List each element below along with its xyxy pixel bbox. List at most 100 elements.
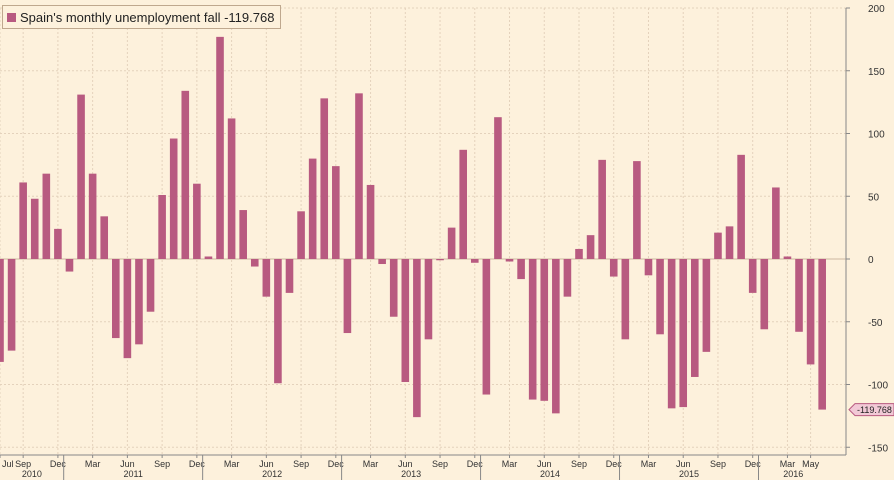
bar [482,259,491,395]
x-month-label: Sep [432,459,448,469]
bar [227,118,236,259]
x-month-label: Dec [189,459,206,469]
bar [193,183,201,259]
x-month-label: Jun [120,459,135,469]
bar [65,259,74,272]
y-tick-label: 50 [868,192,880,203]
bar [575,248,583,259]
bar [436,259,444,261]
x-month-label: Sep [571,459,587,469]
bar [563,259,572,297]
bar [621,259,630,340]
x-month-label: Jun [676,459,691,469]
bar [783,256,792,259]
y-tick-label: -150 [868,443,888,454]
bar [158,194,166,259]
legend-label: Spain's monthly unemployment fall -119.7… [20,9,275,25]
legend: Spain's monthly unemployment fall -119.7… [2,5,282,29]
bar [714,232,722,259]
bar [795,259,803,332]
x-year-label: 2011 [123,469,142,479]
bar [470,259,479,263]
bar [725,226,734,259]
last-value-label: -119.768 [857,405,892,415]
bar [308,158,317,259]
bar [112,259,120,339]
bar [355,93,363,259]
bar [169,138,178,259]
bar [77,94,85,259]
bar [760,259,769,330]
bar [216,36,224,259]
x-month-label: Dec [606,459,623,469]
bar [447,227,456,259]
bar [100,216,109,259]
bar [0,259,4,362]
bar [181,90,190,259]
bar [250,259,259,267]
bar [389,259,398,317]
x-year-label: 2012 [262,469,282,479]
bar [19,182,27,259]
bar [297,211,305,259]
bar [262,259,271,297]
bar [7,259,16,351]
bar [123,259,132,359]
bar [274,259,282,384]
bar [42,173,51,259]
y-tick-label: -50 [868,318,883,329]
bar [239,210,247,259]
bar [285,259,294,293]
bar [737,154,745,259]
bar [204,256,213,259]
bar [494,117,502,259]
bar [552,259,560,414]
bar [146,259,155,312]
bar [806,259,815,365]
x-month-label: Jul [2,459,14,469]
bar [691,259,699,377]
x-month-label: Mar [363,459,379,469]
x-year-label: 2015 [679,469,699,479]
y-tick-label: 100 [868,130,885,141]
bar [54,228,62,259]
bar [320,98,329,259]
bar [644,259,653,276]
y-tick-label: -100 [868,381,888,392]
x-year-label: 2014 [540,469,560,479]
x-month-label: Sep [15,459,31,469]
bar [135,259,143,345]
bar [88,173,97,259]
x-month-label: Mar [641,459,657,469]
x-year-label: 2016 [783,469,803,479]
x-year-label: 2010 [22,469,42,479]
x-month-label: Mar [780,459,796,469]
x-month-label: Jun [259,459,274,469]
x-month-label: Sep [710,459,726,469]
x-month-label: Jun [537,459,552,469]
x-month-label: Dec [50,459,67,469]
bar [702,259,711,352]
x-month-label: Mar [502,459,518,469]
x-month-label: Mar [85,459,101,469]
x-year-label: 2013 [401,469,421,479]
bar [30,198,39,259]
x-month-label: Sep [154,459,170,469]
bar [505,259,514,262]
bar [633,161,641,259]
bar [679,259,688,408]
bar [378,259,386,265]
bar [366,184,375,259]
bar [517,259,525,280]
bar [528,259,537,400]
x-month-label: Dec [467,459,484,469]
bar [772,187,780,259]
bar [609,259,618,277]
y-tick-label: 150 [868,67,885,78]
x-month-label: Jun [398,459,413,469]
x-month-label: Dec [745,459,762,469]
bar [667,259,676,409]
bar [818,259,826,410]
